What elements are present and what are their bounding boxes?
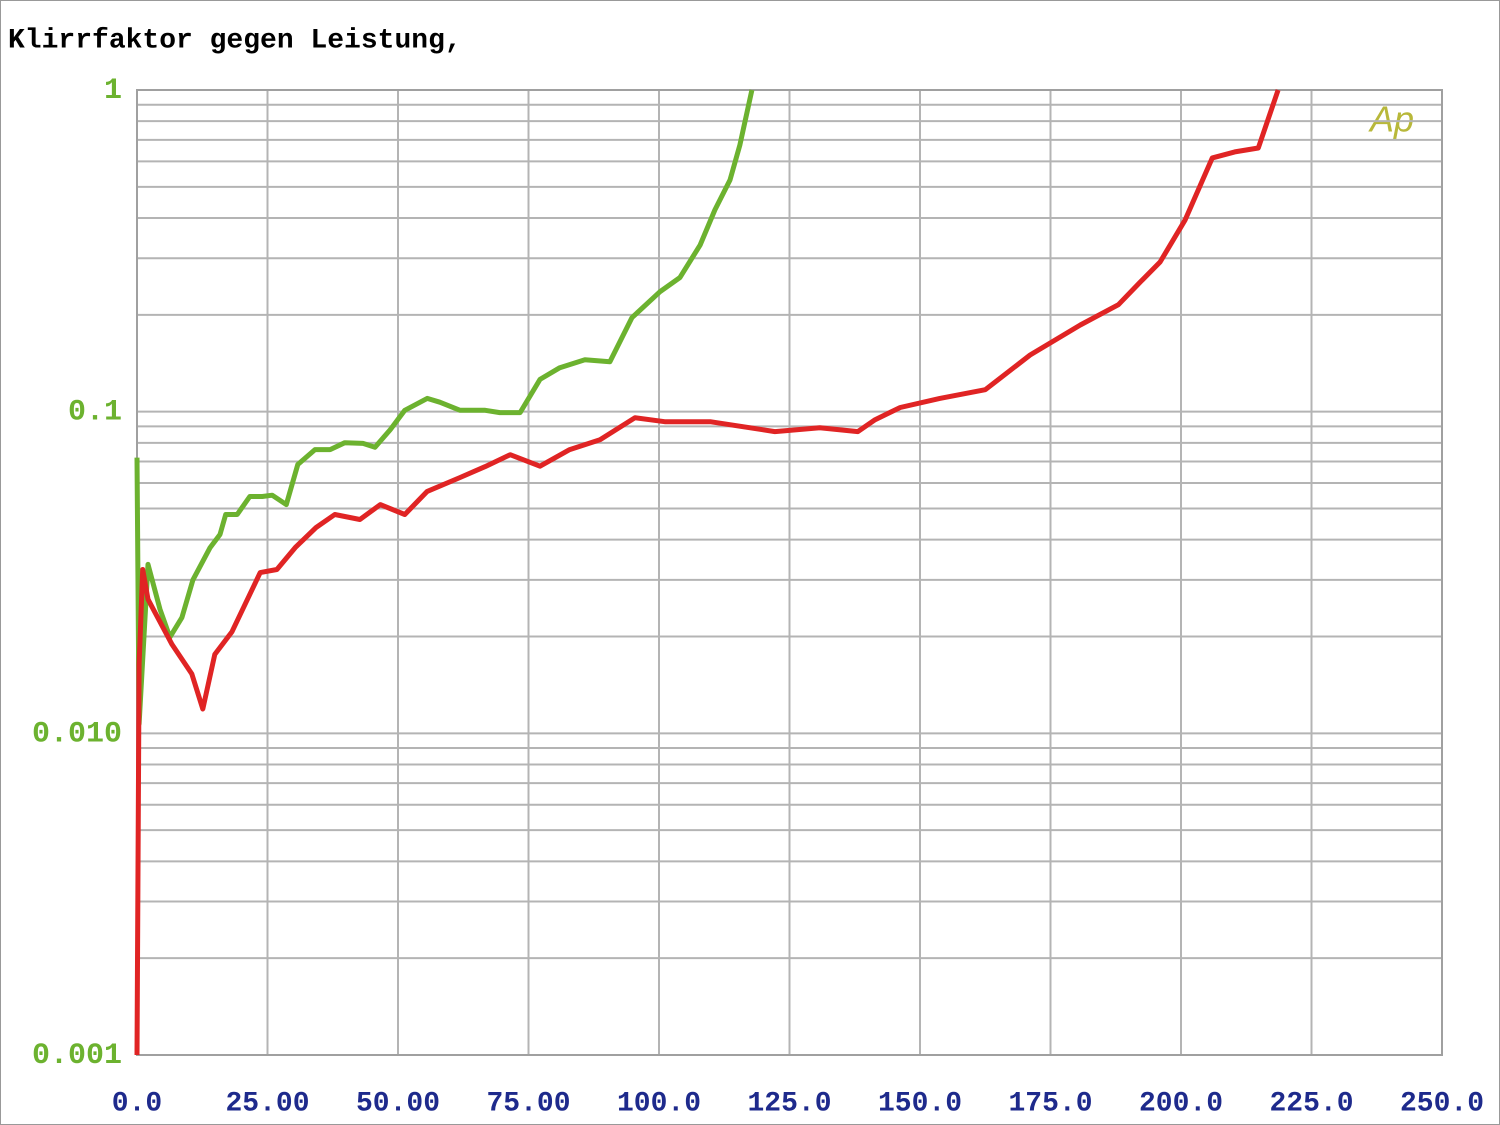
data-line [134, 89, 755, 727]
chart-title: Klirrfaktor gegen Leistung, [8, 25, 462, 56]
x-tick-label: 200.0 [1139, 1088, 1223, 1119]
y-tick-label: 0.010 [32, 717, 122, 751]
y-tick-label: 0.1 [68, 396, 122, 430]
data-line [134, 89, 1281, 1056]
x-tick-label: 0.0 [112, 1088, 162, 1119]
y-tick-label: 0.001 [32, 1039, 122, 1073]
x-tick-label: 150.0 [878, 1088, 962, 1119]
x-tick-label: 175.0 [1008, 1088, 1092, 1119]
x-tick-label: 250.0 [1400, 1088, 1484, 1119]
x-tick-label: 125.0 [747, 1088, 831, 1119]
y-tick-label: 1 [104, 74, 122, 108]
x-tick-label: 25.00 [225, 1088, 309, 1119]
x-tick-label: 75.00 [486, 1088, 570, 1119]
x-tick-label: 50.00 [356, 1088, 440, 1119]
x-tick-label: 225.0 [1269, 1088, 1353, 1119]
x-tick-label: 100.0 [617, 1088, 701, 1119]
